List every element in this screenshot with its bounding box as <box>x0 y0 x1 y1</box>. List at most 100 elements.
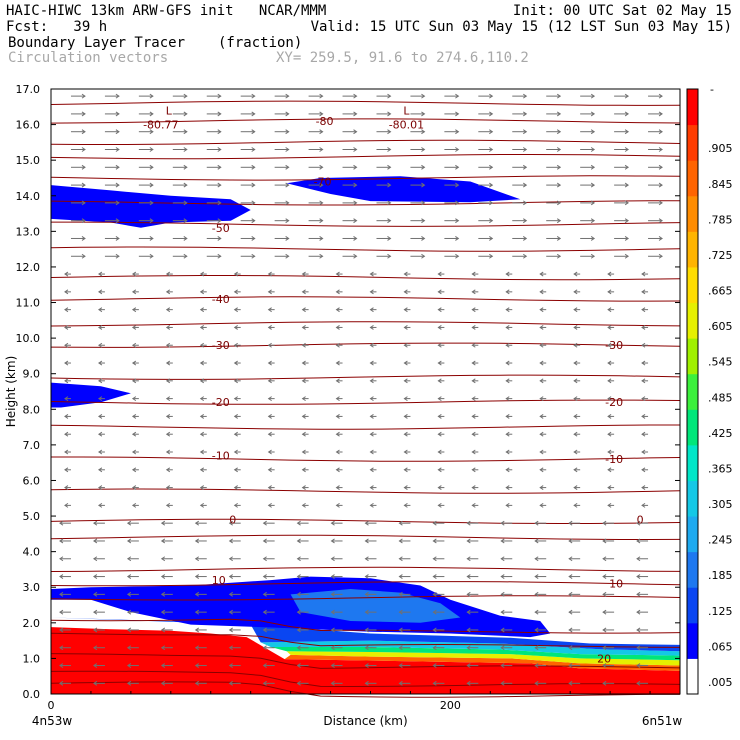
vector-arrowhead <box>455 236 460 241</box>
vector-arrowhead <box>160 609 166 615</box>
vector-arrowhead <box>539 431 544 437</box>
vector-arrowhead <box>568 645 573 651</box>
vector-arrowhead <box>251 182 256 188</box>
vector-arrowhead <box>636 645 641 651</box>
vector-arrowhead <box>228 663 233 668</box>
vector-arrowhead <box>590 236 596 241</box>
vector-arrowhead <box>199 413 205 419</box>
vector-arrowhead <box>353 182 358 188</box>
vector-arrowhead <box>285 93 290 99</box>
vector-arrowhead <box>421 164 426 170</box>
vector-arrowhead <box>522 200 528 206</box>
vector-arrowhead <box>183 147 188 152</box>
colorbar-top-label: - <box>710 83 714 96</box>
vector-arrowhead <box>199 342 205 348</box>
vector-arrowhead <box>455 93 460 99</box>
vector-arrowhead <box>607 502 612 508</box>
vector-arrowhead <box>165 271 171 277</box>
vector-arrowhead <box>296 645 301 651</box>
vector-arrowhead <box>131 325 137 330</box>
vector-arrowhead <box>296 609 301 615</box>
vector-arrowhead <box>301 467 306 473</box>
vector-arrowhead <box>98 467 103 473</box>
vector-arrowhead <box>217 93 222 99</box>
vector-arrowhead <box>607 467 612 473</box>
vector-arrowhead <box>319 200 324 206</box>
vector-arrowhead <box>160 574 166 579</box>
temperature-contour <box>50 175 681 181</box>
vector-arrowhead <box>194 574 200 579</box>
vector-arrowhead <box>568 574 573 579</box>
vector-arrowhead <box>539 396 544 402</box>
vector-arrowhead <box>59 663 64 668</box>
vector-arrowhead <box>602 663 607 668</box>
vector-arrowhead <box>658 129 663 135</box>
vector-arrowhead <box>194 538 200 544</box>
vector-arrowhead <box>403 467 408 473</box>
vector-arrowhead <box>81 253 86 259</box>
vector-arrowhead <box>217 164 222 170</box>
tracer-fill-green <box>270 647 680 661</box>
vector-arrowhead <box>539 271 544 277</box>
vector-arrowhead <box>489 111 494 117</box>
vector-arrowhead <box>641 485 646 491</box>
vector-arrowhead <box>199 431 205 437</box>
vector-arrowhead <box>335 271 340 277</box>
vector-arrowhead <box>522 218 528 224</box>
vector-arrowhead <box>165 342 171 348</box>
vector-arrowhead <box>165 449 171 455</box>
vector-arrowhead <box>267 307 272 313</box>
vector-arrowhead <box>471 289 476 295</box>
vector-arrowhead <box>81 236 86 241</box>
vector-arrowhead <box>539 342 544 348</box>
vector-arrowhead <box>403 342 408 348</box>
vector-arrowhead <box>217 218 222 224</box>
vector-arrowhead <box>658 253 663 259</box>
vector-arrowhead <box>455 200 460 206</box>
vector-arrowhead <box>115 129 120 135</box>
vector-arrowhead <box>624 236 630 241</box>
vector-arrowhead <box>126 680 132 686</box>
vector-arrowhead <box>387 93 392 99</box>
y-tick-label: 16.0 <box>16 119 41 132</box>
vector-arrowhead <box>489 182 494 188</box>
vector-arrowhead <box>369 307 374 313</box>
vector-arrowhead <box>81 164 86 170</box>
temperature-contour <box>50 488 681 494</box>
vector-arrowhead <box>217 236 222 241</box>
vector-arrowhead <box>319 218 324 224</box>
temperature-contour <box>50 118 681 124</box>
y-axis-label: Height (km) <box>4 356 18 427</box>
vector-arrowhead <box>126 609 132 615</box>
vector-arrowhead <box>296 574 301 579</box>
vector-arrowhead <box>217 129 222 135</box>
vector-arrowhead <box>199 271 205 277</box>
vector-arrowhead <box>330 556 335 562</box>
vector-arrowhead <box>387 182 392 188</box>
vector-arrowhead <box>165 325 171 330</box>
colorbar-label: .665 <box>708 285 733 298</box>
vector-arrowhead <box>421 200 426 206</box>
temperature-contour <box>50 374 681 380</box>
vector-arrowhead <box>556 129 562 135</box>
contour-label: -20 <box>605 396 623 409</box>
vector-arrowhead <box>131 449 137 455</box>
vector-arrowhead <box>59 609 64 615</box>
vector-arrowhead <box>165 307 171 313</box>
contour-label: -80.77 <box>143 119 178 132</box>
vector-arrowhead <box>217 111 222 117</box>
vector-arrowhead <box>437 307 442 313</box>
vector-arrowhead <box>335 449 340 455</box>
vector-arrowhead <box>403 360 408 366</box>
vector-arrowhead <box>285 200 290 206</box>
vector-arrowhead <box>353 218 358 224</box>
colorbar-label: .545 <box>708 356 733 369</box>
y-tick-label: 6.0 <box>23 474 41 487</box>
vector-arrowhead <box>534 538 539 544</box>
vector-arrowhead <box>421 129 426 135</box>
vector-arrowhead <box>658 200 663 206</box>
vector-arrowhead <box>590 147 596 152</box>
colorbar-frame <box>686 88 699 695</box>
vector-arrowhead <box>217 200 222 206</box>
vector-arrowhead <box>522 164 528 170</box>
